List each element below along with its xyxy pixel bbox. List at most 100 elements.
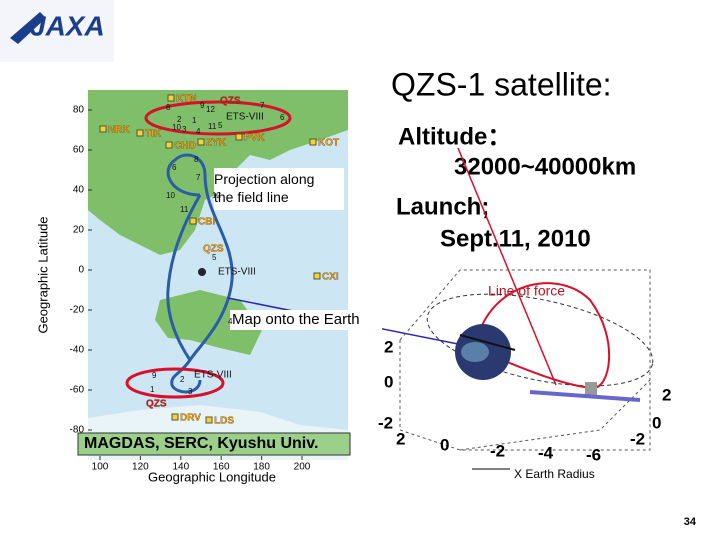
hour-label: 9 <box>152 371 157 380</box>
label-box <box>230 310 382 330</box>
axis-frame <box>459 379 651 451</box>
projection-box <box>214 168 344 210</box>
x-tick-label: 180 <box>253 462 270 473</box>
tick-label-3d: 0 <box>652 413 661 432</box>
satellite <box>585 382 597 396</box>
y-tick-label: 20 <box>73 225 85 236</box>
hour-label: 7 <box>260 101 265 110</box>
tick-label-3d: -2 <box>490 441 505 460</box>
hour-label: 10 <box>172 123 181 132</box>
station-marker <box>136 129 144 137</box>
hour-label: 12 <box>212 191 221 200</box>
tick-label-3d: -4 <box>538 443 554 462</box>
station-label: CHD <box>174 141 196 152</box>
station-marker <box>205 416 213 424</box>
logo-swoosh <box>10 12 46 44</box>
hour-label: 11 <box>208 122 217 131</box>
projection-line <box>529 390 641 402</box>
hour-label: 1 <box>192 116 197 125</box>
station-label: NRK <box>108 125 130 136</box>
field-line <box>479 282 611 390</box>
x-axis-label: Geographic Longitude <box>148 469 276 484</box>
hour-label: 6 <box>280 113 285 122</box>
station-marker <box>167 94 175 102</box>
station-label: QZS <box>220 96 241 107</box>
station-marker <box>189 217 197 225</box>
logo-text: JAXA <box>30 10 105 41</box>
credit: MAGDAS, SERC, Kyushu Univ. <box>84 435 318 452</box>
y-tick-label: 40 <box>73 185 85 196</box>
tick-label-3d: 0 <box>440 435 449 454</box>
station-label: ETS-VIII <box>226 112 264 123</box>
earth-land <box>461 342 489 362</box>
station-label: ETS-VIII <box>194 370 232 381</box>
x-tick-label: 160 <box>213 462 230 473</box>
station-marker <box>309 138 317 146</box>
station-label: DRV <box>180 413 201 424</box>
tick-label-3d: 2 <box>396 429 405 448</box>
y-tick-label: 60 <box>73 145 85 156</box>
hour-label: 8 <box>166 103 171 112</box>
x-tick-label: 120 <box>132 462 149 473</box>
hour-label: 12 <box>206 105 215 114</box>
page-number: 34 <box>684 516 697 528</box>
altitude-value: 32000~40000km <box>454 153 636 180</box>
y-axis-label: Geographic Latitude <box>35 216 50 333</box>
orbit-projection <box>166 194 202 361</box>
launch-label: Launch; <box>396 193 489 220</box>
station-label: KTN <box>176 94 197 105</box>
hour-label: 1 <box>150 385 155 394</box>
station-label: CBI <box>198 217 215 228</box>
y-tick-label: -20 <box>70 305 85 316</box>
tick-label-3d: -2 <box>378 413 393 432</box>
plot-3d <box>399 269 651 451</box>
launch-value: Sept.11, 2010 <box>440 225 591 252</box>
station-label: LDS <box>214 416 234 427</box>
hour-label: 8 <box>194 155 199 164</box>
hour-label: 4 <box>228 317 233 326</box>
station-marker <box>313 272 321 280</box>
axis-frame <box>399 340 651 451</box>
station-label: TIK <box>145 129 162 140</box>
hour-label: 5 <box>218 121 223 130</box>
y-tick-label: -40 <box>70 345 85 356</box>
credit-box <box>77 432 351 456</box>
tick-label-3d: 0 <box>384 372 393 391</box>
hour-label: 2 <box>180 375 185 384</box>
altitude-label: Altitude： <box>398 123 511 150</box>
hour-label: 5 <box>212 253 217 262</box>
projection-label: Projection along the field line <box>214 171 314 205</box>
x-tick-label: 140 <box>172 462 189 473</box>
x-tick-label: 200 <box>294 462 311 473</box>
orbit <box>426 293 654 387</box>
y-tick-label: -60 <box>70 385 85 396</box>
title: QZS-1 satellite: <box>391 66 612 102</box>
line-of-force-label: Line of force <box>488 283 565 299</box>
station-marker <box>165 141 173 149</box>
pointer-line <box>457 147 557 386</box>
hour-label: 4 <box>196 127 201 136</box>
orbit-projection <box>166 153 234 394</box>
hour-label: 10 <box>166 191 175 200</box>
y-tick-label: -80 <box>70 425 85 436</box>
arrow <box>459 334 516 351</box>
station-label: ETS-VIII <box>218 267 256 278</box>
station-marker <box>235 133 243 141</box>
hour-label: 7 <box>196 173 201 182</box>
station-marker <box>197 138 205 146</box>
map: Projection along the field line MAGDAS, S… <box>35 90 351 484</box>
land-australia <box>155 290 262 355</box>
tick-label-3d: 2 <box>662 385 671 404</box>
station-label: KOT <box>318 138 339 149</box>
highlight-north <box>144 100 292 136</box>
hour-label: 3 <box>188 387 193 396</box>
axis-frame <box>399 269 651 380</box>
station-label: CXI <box>322 272 339 283</box>
tick-label-3d: -2 <box>630 429 645 448</box>
hour-label: 11 <box>180 205 189 214</box>
station-label: PVK <box>244 133 265 144</box>
station-label: QZS <box>203 244 224 255</box>
hour-label: 9 <box>200 101 205 110</box>
station-label: QZS <box>146 399 167 410</box>
